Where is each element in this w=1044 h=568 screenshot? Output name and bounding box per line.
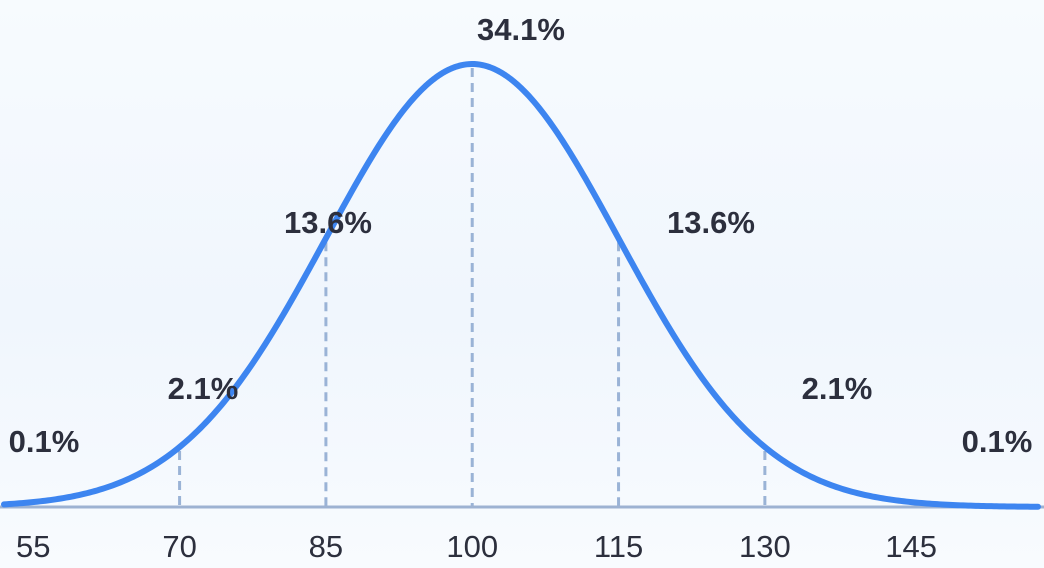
- region-label-right: 2.1%: [802, 371, 873, 406]
- region-label-right-tail: 0.1%: [962, 424, 1033, 459]
- x-axis-ticks: 55 70 85 100 115 130 145: [16, 529, 937, 564]
- marker-lines: [178, 68, 767, 507]
- region-labels: 0.1% 2.1% 13.6% 34.1% 13.6% 2.1% 0.1%: [9, 12, 1033, 459]
- region-label-left-tail: 0.1%: [9, 424, 80, 459]
- region-label-peak: 34.1%: [477, 12, 565, 47]
- tick-label-100: 100: [446, 529, 498, 564]
- bell-curve: [1, 61, 1041, 510]
- region-label-center-left: 13.6%: [284, 205, 372, 240]
- tick-label-145: 145: [885, 529, 937, 564]
- tick-label-130: 130: [739, 529, 791, 564]
- tick-label-55: 55: [16, 529, 50, 564]
- tick-label-85: 85: [309, 529, 343, 564]
- tick-label-115: 115: [594, 529, 643, 564]
- tick-label-70: 70: [162, 529, 196, 564]
- region-label-left: 2.1%: [168, 371, 239, 406]
- region-label-center-right: 13.6%: [667, 205, 755, 240]
